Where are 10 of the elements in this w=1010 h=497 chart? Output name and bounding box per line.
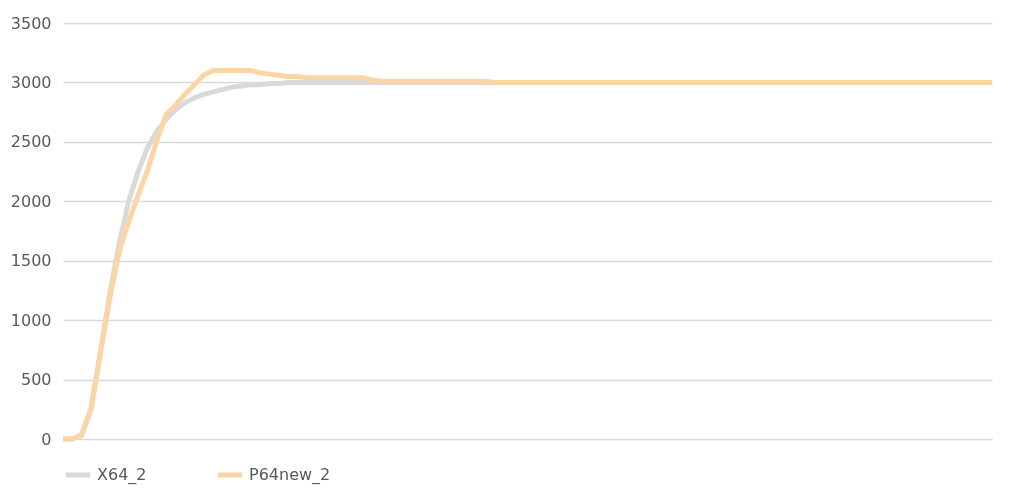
y-tick-label: 500 xyxy=(20,370,52,390)
legend-label: X64_2 xyxy=(97,465,147,485)
y-tick-label: 2000 xyxy=(10,191,52,211)
y-tick-label: 3000 xyxy=(10,72,52,92)
legend-label: P64new_2 xyxy=(249,465,331,485)
y-tick-label: 1500 xyxy=(10,251,52,271)
y-tick-label: 0 xyxy=(41,429,52,449)
y-tick-label: 2500 xyxy=(10,132,52,152)
y-tick-label: 1000 xyxy=(10,310,52,330)
y-tick-label: 3500 xyxy=(10,13,52,33)
